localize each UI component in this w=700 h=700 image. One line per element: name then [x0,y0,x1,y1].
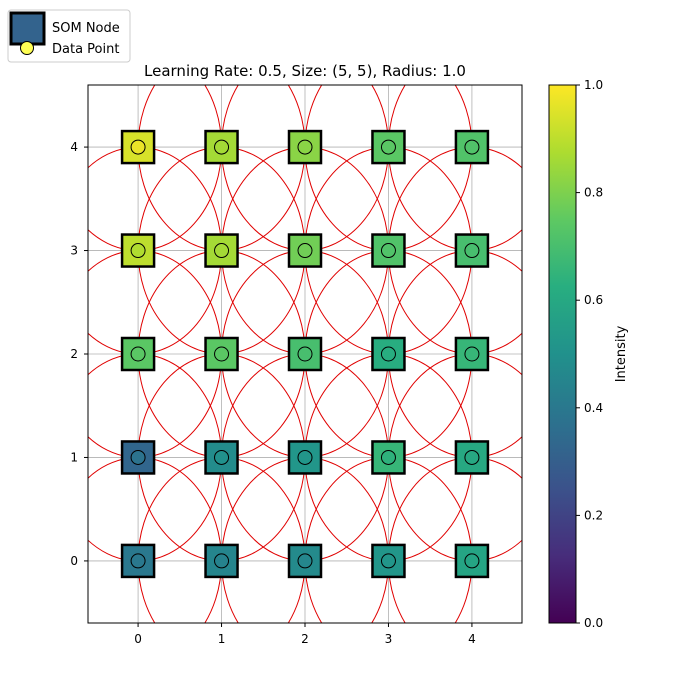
data-point [130,139,146,155]
data-point [214,346,230,362]
som-node [454,543,490,579]
legend-som-node-marker [9,11,46,46]
data-point [130,553,146,569]
colorbar-tick-label: 0.2 [584,508,603,522]
colorbar-ticks: 0.0 0.2 0.4 0.6 0.8 1.0 [576,78,603,630]
x-tick-label: 0 [134,632,142,646]
data-point [464,346,480,362]
data-point [380,346,396,362]
data-point [214,139,230,155]
x-tick-label: 2 [301,632,309,646]
y-tick-label: 0 [70,554,78,568]
chart-title: Learning Rate: 0.5, Size: (5, 5), Radius… [144,62,466,80]
data-point [464,139,480,155]
data-points [130,139,480,569]
data-point [380,243,396,259]
data-point [380,449,396,465]
data-point [297,346,313,362]
data-point [214,553,230,569]
data-point [130,243,146,259]
legend-data-point-label: Data Point [52,42,119,57]
data-point [380,553,396,569]
legend-som-node-label: SOM Node [52,21,120,36]
y-tick-label: 2 [70,347,78,361]
som-node [371,440,406,475]
legend: SOM Node Data Point [7,9,131,63]
data-point [130,449,146,465]
data-point [130,346,146,362]
data-point [464,449,480,465]
som-node [454,440,490,475]
colorbar-tick-label: 0.6 [584,293,603,307]
x-axis-ticks: 0 1 2 3 4 [134,623,476,646]
data-point [464,553,480,569]
colorbar-tick-label: 0.4 [584,401,603,415]
data-point [214,243,230,259]
data-point [464,243,480,259]
colorbar-gradient [548,84,577,624]
data-point [380,139,396,155]
plot-area: 0 1 2 3 4 0 1 2 3 4 [70,84,523,646]
x-tick-label: 4 [468,632,476,646]
y-tick-label: 1 [70,450,78,464]
som-node [454,336,490,372]
colorbar-label: Intensity [614,325,629,382]
y-tick-label: 4 [70,140,78,154]
colorbar-tick-label: 0.8 [584,186,603,200]
data-point [297,553,313,569]
y-tick-label: 3 [70,244,78,258]
y-axis-ticks: 0 1 2 3 4 [70,140,88,568]
colorbar-tick-label: 0.0 [584,616,603,630]
colorbar: 0.0 0.2 0.4 0.6 0.8 1.0 Intensity [548,78,629,630]
data-point [297,139,313,155]
data-point [214,449,230,465]
legend-data-point-marker [20,41,34,55]
colorbar-tick-label: 1.0 [584,78,603,92]
data-point [297,449,313,465]
x-tick-label: 1 [218,632,226,646]
x-tick-label: 3 [385,632,393,646]
data-point [297,243,313,259]
